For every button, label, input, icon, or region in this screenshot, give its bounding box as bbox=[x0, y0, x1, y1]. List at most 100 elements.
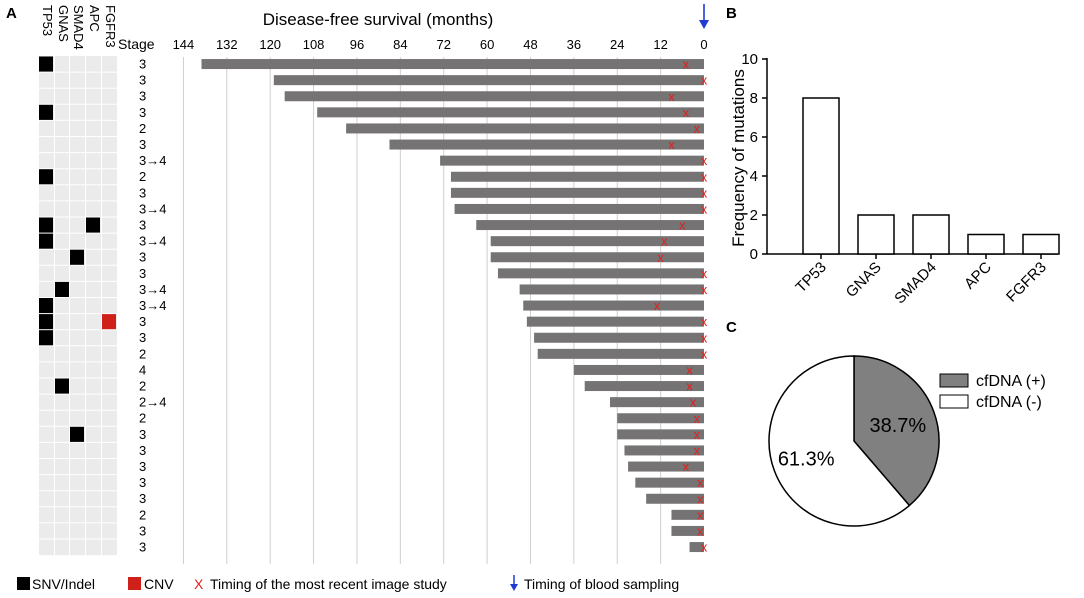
survival-bar bbox=[346, 123, 704, 134]
image-study-marker: x bbox=[694, 411, 701, 426]
stage-label: 3 bbox=[139, 57, 146, 72]
stage-label: 3 bbox=[139, 89, 146, 104]
image-study-marker: x bbox=[668, 89, 675, 104]
stage-label: 2 bbox=[139, 379, 146, 394]
survival-bar bbox=[450, 187, 704, 198]
survival-bar bbox=[628, 461, 704, 472]
stage-label: 2 bbox=[139, 121, 146, 136]
stage-label: 3 bbox=[139, 475, 146, 490]
image-study-marker: x bbox=[697, 475, 704, 490]
stage-column: 3333233→4233→433→4333→43→4332422→4233333… bbox=[139, 57, 166, 555]
legend-c: cfDNA (+) cfDNA (-) bbox=[939, 373, 1046, 411]
stage-label: 3 bbox=[139, 185, 146, 200]
image-study-marker: x bbox=[668, 137, 675, 152]
image-study-marker: x bbox=[694, 121, 701, 136]
mutation-cell-tp53-row-12 bbox=[39, 233, 53, 249]
legend-a: SNV/Indel CNV X Timing of the most recen… bbox=[17, 575, 679, 592]
x-tick-label: 12 bbox=[653, 37, 667, 52]
x-tick-label: 108 bbox=[303, 37, 325, 52]
survival-bar bbox=[284, 91, 704, 102]
survival-bar bbox=[201, 59, 704, 70]
legend-cnv-label: CNV bbox=[144, 576, 174, 592]
x-tick-label: 36 bbox=[567, 37, 581, 52]
stage-label: 3 bbox=[139, 266, 146, 281]
survival-bar bbox=[317, 107, 704, 118]
stage-label: 4 bbox=[139, 362, 146, 377]
panel-b-x-tick-label: GNAS bbox=[843, 259, 885, 301]
legend-positive-swatch bbox=[939, 373, 969, 388]
mutation-cell-tp53-row-4 bbox=[39, 104, 53, 120]
gene-labels: TP53 GNAS SMAD4 APC FGFR3 bbox=[40, 5, 118, 50]
stage-label: 3 bbox=[139, 250, 146, 265]
panel-label-b: B bbox=[726, 5, 737, 22]
image-study-marker: x bbox=[701, 314, 708, 329]
panel-b-y-tick-label: 0 bbox=[750, 246, 758, 263]
stage-label: 3 bbox=[139, 105, 146, 120]
gene-label-smad4: SMAD4 bbox=[71, 5, 86, 50]
image-study-marker: x bbox=[701, 169, 708, 184]
image-study-marker: x bbox=[701, 201, 708, 216]
x-tick-label: 48 bbox=[523, 37, 537, 52]
stage-label: 3 bbox=[139, 73, 146, 88]
stage-header: Stage bbox=[118, 36, 155, 52]
panel-b-bar-fgfr3 bbox=[1022, 233, 1060, 255]
stage-label: 2→4 bbox=[139, 395, 166, 410]
mutation-cell-fgfr3-row-17 bbox=[102, 314, 116, 330]
stage-label: 2 bbox=[139, 169, 146, 184]
survival-bar bbox=[573, 364, 704, 375]
x-tick-label: 24 bbox=[610, 37, 624, 52]
image-study-marker: x bbox=[697, 507, 704, 522]
cfdna-pie-chart: 38.7% 61.3% bbox=[768, 355, 940, 527]
panel-b-y-tick-label: 6 bbox=[750, 129, 758, 146]
pie-slice-negative bbox=[768, 355, 911, 527]
legend-positive-label: cfDNA (+) bbox=[976, 373, 1046, 390]
stage-label: 3 bbox=[139, 314, 146, 329]
mutation-cell-tp53-row-16 bbox=[39, 298, 53, 314]
stage-label: 3 bbox=[139, 137, 146, 152]
legend-blood-sampling-label: Timing of blood sampling bbox=[524, 576, 679, 592]
survival-bar bbox=[440, 155, 704, 166]
mutation-cell-gnas-row-15 bbox=[55, 281, 69, 297]
image-study-marker: x bbox=[701, 346, 708, 361]
legend-negative-swatch bbox=[939, 394, 969, 409]
panel-b-y-tick-label: 10 bbox=[741, 51, 758, 68]
survival-bar bbox=[689, 542, 704, 553]
survival-title: Disease-free survival (months) bbox=[263, 10, 494, 29]
pie-label-positive: 38.7% bbox=[869, 415, 926, 437]
x-tick-label: 72 bbox=[436, 37, 450, 52]
stage-label: 3 bbox=[139, 540, 146, 555]
image-study-marker: x bbox=[694, 443, 701, 458]
image-study-marker: x bbox=[697, 523, 704, 538]
image-study-marker: x bbox=[701, 540, 708, 555]
survival-bar bbox=[624, 445, 704, 456]
panel-b-y-tick-label: 2 bbox=[750, 207, 758, 224]
image-study-marker: x bbox=[701, 330, 708, 345]
image-study-marker: x bbox=[701, 282, 708, 297]
survival-bar bbox=[534, 332, 704, 343]
image-study-marker: x bbox=[686, 362, 693, 377]
stage-label: 3→4 bbox=[139, 282, 166, 297]
stage-label: 3 bbox=[139, 427, 146, 442]
mutation-cell-tp53-row-11 bbox=[39, 217, 53, 233]
panel-b-x-tick-label: SMAD4 bbox=[891, 259, 940, 308]
stage-label: 3→4 bbox=[139, 234, 166, 249]
image-study-marker: x bbox=[686, 379, 693, 394]
panel-b-x-tick-label: APC bbox=[961, 259, 995, 293]
survival-bar bbox=[635, 477, 704, 488]
mutation-cell-tp53-row-8 bbox=[39, 169, 53, 185]
stage-label: 3→4 bbox=[139, 298, 166, 313]
stage-label: 2 bbox=[139, 411, 146, 426]
image-study-marker: x bbox=[694, 427, 701, 442]
legend-image-study-label: Timing of the most recent image study bbox=[210, 576, 447, 592]
x-tick-label: 120 bbox=[259, 37, 281, 52]
survival-x-ticks: 144 132 120 108 96 84 72 60 48 36 24 12 0 bbox=[173, 37, 708, 52]
image-study-marker: x bbox=[701, 73, 708, 88]
legend-snv-label: SNV/Indel bbox=[32, 576, 95, 592]
image-study-marker: x bbox=[654, 298, 661, 313]
pie-slice-positive bbox=[853, 355, 940, 507]
image-study-marker: x bbox=[657, 250, 664, 265]
x-tick-label: 0 bbox=[700, 37, 707, 52]
survival-bar bbox=[389, 139, 704, 150]
legend-negative-label: cfDNA (-) bbox=[976, 394, 1042, 411]
image-study-marker: x bbox=[701, 185, 708, 200]
